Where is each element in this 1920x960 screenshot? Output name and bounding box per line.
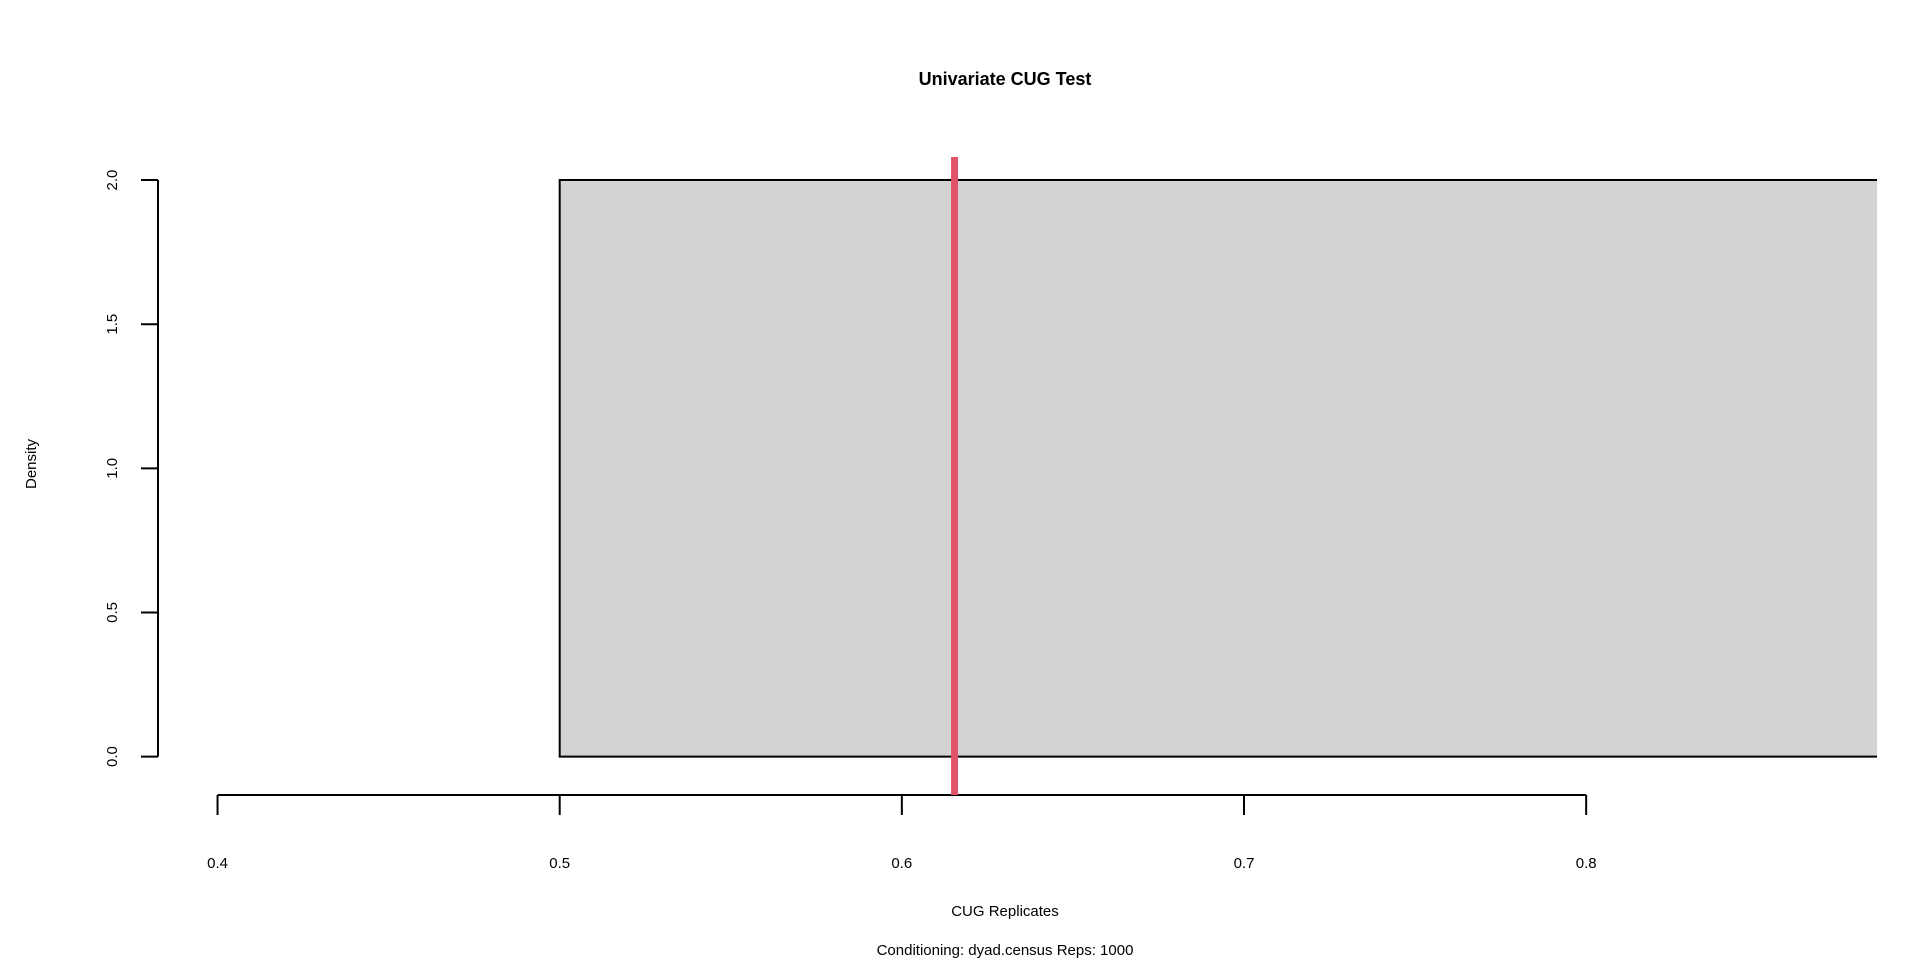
conditioning-subtitle: Conditioning: dyad.census Reps: 1000 xyxy=(877,942,1134,959)
x-tick-label: 0.7 xyxy=(1234,855,1255,872)
y-axis: 0.0 0.5 1.0 1.5 2.0 xyxy=(104,170,159,767)
histogram-bars xyxy=(558,179,1878,758)
x-tick-label: 0.4 xyxy=(207,855,228,872)
histogram-bar-outline xyxy=(558,179,1877,758)
x-tick-label: 0.8 xyxy=(1576,855,1597,872)
y-tick-label: 0.0 xyxy=(104,746,121,767)
histogram-bar xyxy=(559,180,1878,757)
y-tick-label: 0.5 xyxy=(104,602,121,623)
x-axis-label: CUG Replicates xyxy=(951,903,1059,920)
y-tick-label: 2.0 xyxy=(104,170,121,191)
x-axis: 0.4 0.5 0.6 0.7 0.8 xyxy=(207,794,1597,872)
chart-title: Univariate CUG Test xyxy=(919,69,1092,89)
x-tick-label: 0.6 xyxy=(891,855,912,872)
x-tick-label: 0.5 xyxy=(549,855,570,872)
y-axis-label: Density xyxy=(23,438,40,489)
y-tick-label: 1.5 xyxy=(104,314,121,335)
y-tick-label: 1.0 xyxy=(104,458,121,479)
